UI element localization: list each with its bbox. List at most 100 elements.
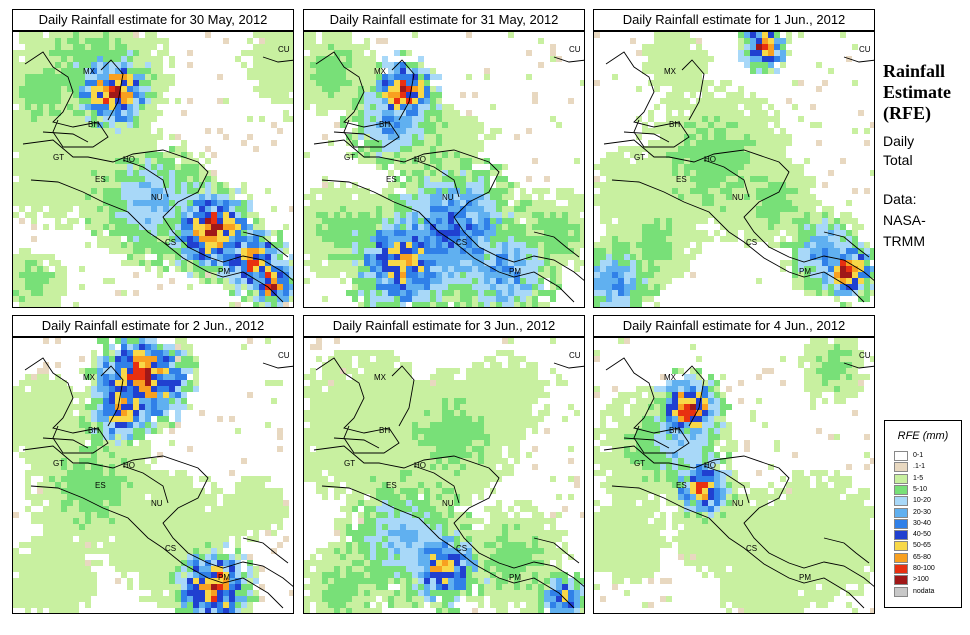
- region-label: BH: [669, 426, 680, 435]
- legend-swatch: [894, 473, 908, 484]
- region-label: GT: [634, 459, 645, 468]
- sidebar-daily-line: Total: [883, 152, 913, 168]
- region-label: ES: [95, 175, 106, 184]
- region-label: GT: [53, 153, 64, 162]
- legend-swatch: [894, 541, 908, 552]
- coastline-borders: [603, 357, 874, 609]
- region-label: PM: [218, 573, 230, 582]
- sidebar-daily-line: Daily: [883, 133, 915, 149]
- panel-title: Daily Rainfall estimate for 1 Jun., 2012: [593, 9, 875, 31]
- panel-title: Daily Rainfall estimate for 31 May, 2012: [303, 9, 585, 31]
- region-label: MX: [664, 373, 677, 382]
- rainfall-grid: [304, 338, 584, 613]
- region-label: ES: [676, 481, 687, 490]
- map-panel-2: Daily Rainfall estimate for 31 May, 2012…: [303, 9, 585, 309]
- region-label: CU: [569, 351, 581, 360]
- region-label: MX: [664, 67, 677, 76]
- legend-swatch: [894, 507, 908, 518]
- map-panel-3: Daily Rainfall estimate for 1 Jun., 2012…: [593, 9, 875, 309]
- region-label: NU: [732, 499, 744, 508]
- legend-label: nodata: [913, 587, 935, 595]
- rainfall-map: CU MX BH GT HO ES NU CS PM: [593, 337, 875, 614]
- region-label: MX: [374, 67, 387, 76]
- rainfall-map: CU MX BH GT HO ES NU CS PM: [12, 337, 294, 614]
- legend-label: 30-40: [913, 519, 931, 527]
- coastline-borders: [22, 51, 293, 303]
- region-label: ES: [386, 175, 397, 184]
- region-label: NU: [151, 193, 163, 202]
- sidebar-data-line: Data:: [883, 191, 917, 207]
- panel-title: Daily Rainfall estimate for 30 May, 2012: [12, 9, 294, 31]
- legend-swatch: [894, 518, 908, 529]
- legend-title: RFE (mm): [897, 430, 949, 442]
- map-panel-1: Daily Rainfall estimate for 30 May, 2012…: [12, 9, 294, 309]
- rainfall-map: CU MX BH GT HO ES NU CS PM: [303, 31, 585, 308]
- region-label: CS: [165, 544, 176, 553]
- region-label: CS: [746, 544, 757, 553]
- region-label: CS: [746, 238, 757, 247]
- rainfall-map: CU MX BH GT HO ES NU CS PM: [12, 31, 294, 308]
- region-label: MX: [83, 67, 96, 76]
- rfe-legend: RFE (mm) 0-1 .1-1 1-5 5-10 10-20 20-30 30-40 40…: [884, 420, 962, 608]
- sidebar-data-line: TRMM: [883, 233, 925, 249]
- legend-swatch: [894, 575, 908, 586]
- region-label: CS: [456, 544, 467, 553]
- legend-swatch: [894, 552, 908, 563]
- legend-label: 5-10: [913, 485, 928, 493]
- region-label: HO: [123, 461, 135, 470]
- region-label: MX: [83, 373, 96, 382]
- region-label: BH: [88, 426, 99, 435]
- region-label: BH: [379, 426, 390, 435]
- region-label: HO: [414, 461, 426, 470]
- rainfall-map: CU MX BH GT HO ES NU CS PM: [593, 31, 875, 308]
- rainfall-grid: [594, 338, 874, 613]
- rainfall-map: CU MX BH GT HO ES NU CS PM: [303, 337, 585, 614]
- coastline-borders: [603, 51, 874, 303]
- legend-label: 65-80: [913, 553, 931, 561]
- sidebar-title-line: Estimate: [883, 82, 951, 102]
- map-panel-5: Daily Rainfall estimate for 3 Jun., 2012…: [303, 315, 585, 615]
- region-label: GT: [344, 153, 355, 162]
- region-label: CU: [278, 45, 290, 54]
- region-label: NU: [442, 499, 454, 508]
- legend-swatch: [894, 451, 908, 461]
- rainfall-grid: [13, 32, 293, 307]
- panel-title: Daily Rainfall estimate for 4 Jun., 2012: [593, 315, 875, 337]
- coastline-borders: [22, 357, 293, 609]
- region-label: NU: [151, 499, 163, 508]
- region-label: GT: [634, 153, 645, 162]
- region-label: PM: [509, 573, 521, 582]
- region-label: CS: [456, 238, 467, 247]
- region-label: HO: [704, 155, 716, 164]
- sidebar-data-line: NASA-: [883, 212, 926, 228]
- region-label: CU: [278, 351, 290, 360]
- sidebar-title-line: (RFE): [883, 103, 931, 123]
- coastline-borders: [313, 357, 584, 609]
- map-panel-6: Daily Rainfall estimate for 4 Jun., 2012…: [593, 315, 875, 615]
- coastline-borders: [313, 51, 584, 303]
- region-label: PM: [799, 267, 811, 276]
- rainfall-grid: [304, 32, 584, 307]
- region-label: NU: [442, 193, 454, 202]
- legend-swatch: [894, 462, 908, 473]
- legend-swatch: [894, 496, 908, 507]
- region-label: PM: [218, 267, 230, 276]
- legend-swatch: [894, 530, 908, 541]
- region-label: HO: [414, 155, 426, 164]
- panel-title: Daily Rainfall estimate for 2 Jun., 2012: [12, 315, 294, 337]
- legend-label: 0-1: [913, 452, 924, 459]
- legend-swatch: [894, 484, 908, 495]
- rainfall-grid: [13, 338, 293, 613]
- region-label: GT: [344, 459, 355, 468]
- region-label: HO: [704, 461, 716, 470]
- region-label: MX: [374, 373, 387, 382]
- region-label: BH: [669, 120, 680, 129]
- legend-swatch: [894, 564, 908, 574]
- region-label: ES: [386, 481, 397, 490]
- region-label: PM: [799, 573, 811, 582]
- legend-label: .1-1: [913, 463, 926, 471]
- region-label: GT: [53, 459, 64, 468]
- region-label: CU: [859, 351, 871, 360]
- region-label: BH: [88, 120, 99, 129]
- sidebar-title-line: Rainfall: [883, 61, 946, 81]
